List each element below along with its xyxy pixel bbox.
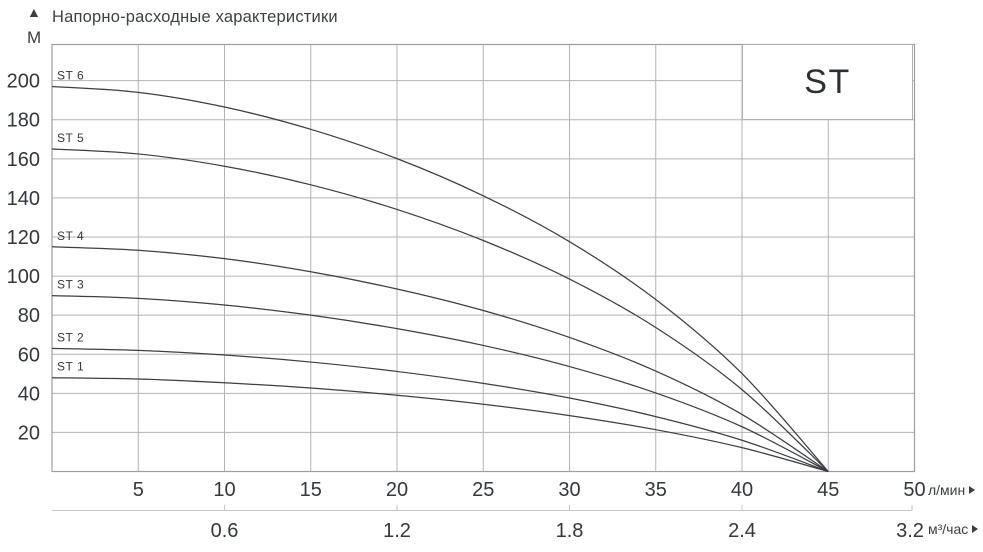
right-arrow-icon [972, 525, 979, 533]
x2-axis-unit-text: м³/час [928, 521, 969, 537]
x-tick-label: 40 [731, 479, 753, 501]
x-tick-label: 15 [300, 479, 322, 501]
y-tick-label: 140 [7, 188, 40, 210]
x-tick-label: 25 [472, 479, 494, 501]
curve-label-st-3: ST 3 [57, 278, 84, 292]
pump-curve-st-3 [51, 294, 829, 473]
curve-label-st-1: ST 1 [57, 360, 84, 374]
y-axis-arrow-icon: ▲ [27, 4, 41, 20]
curve-label-st-6: ST 6 [57, 69, 84, 83]
y-tick-label: 200 [7, 71, 40, 93]
x2-axis-unit: м³/час [928, 521, 979, 537]
x-axis-unit-text: л/мин [928, 482, 966, 498]
x2-tick-label: 3.2 [896, 520, 924, 542]
curve-label-st-2: ST 2 [57, 330, 84, 344]
chart-title: Напорно-расходные характеристики [52, 8, 338, 26]
series-family-label: ST [804, 62, 851, 101]
x2-tick-label: 1.2 [383, 520, 411, 542]
x2-tick-label: 2.4 [728, 520, 756, 542]
x-tick-label: 5 [133, 479, 144, 501]
right-arrow-icon [969, 486, 976, 494]
x2-tick-label: 1.8 [556, 520, 584, 542]
curve-label-st-5: ST 5 [57, 131, 84, 145]
x2-tick-label: 0.6 [211, 520, 239, 542]
plot-frame [51, 43, 916, 473]
y-tick-label: 40 [18, 383, 40, 405]
pump-curve-st-4 [51, 246, 829, 473]
pump-curve-st-6 [51, 85, 829, 472]
y-tick-label: 120 [7, 227, 40, 249]
x-tick-label: 10 [213, 479, 235, 501]
x-tick-label: 30 [558, 479, 580, 501]
y-tick-label: 180 [7, 110, 40, 132]
series-family-box: ST [742, 44, 913, 120]
x-tick-label: 45 [817, 479, 839, 501]
pump-curve-st-5 [51, 148, 829, 472]
pump-curve-st-1 [51, 377, 829, 473]
y-axis-unit-label: М [27, 28, 42, 47]
y-tick-label: 160 [7, 149, 40, 171]
y-tick-label: 60 [18, 344, 40, 366]
pump-curve-st-2 [51, 347, 829, 473]
y-tick-label: 80 [18, 305, 40, 327]
x-axis-unit: л/мин [928, 482, 976, 498]
y-tick-label: 20 [18, 422, 40, 444]
x-tick-label: 35 [645, 479, 667, 501]
x-tick-label: 20 [386, 479, 408, 501]
x-tick-label: 50 [903, 479, 925, 501]
curve-label-st-4: ST 4 [57, 229, 84, 243]
y-tick-label: 100 [7, 266, 40, 288]
